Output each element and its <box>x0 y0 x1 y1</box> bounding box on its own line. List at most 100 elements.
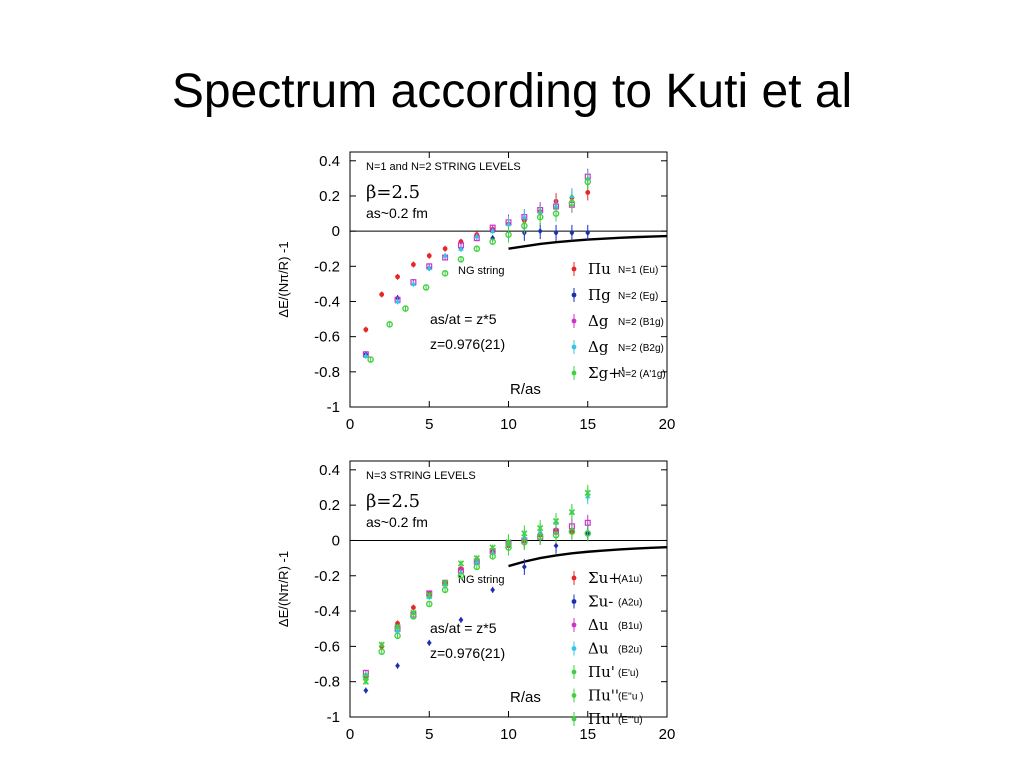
legend-marker <box>571 693 577 698</box>
data-point <box>568 199 576 207</box>
data-point <box>585 190 591 195</box>
y-tick-label: 0.4 <box>319 462 340 479</box>
legend-symbol: Δg <box>588 312 609 330</box>
data-point <box>536 213 544 221</box>
legend-symbol: Σu- <box>588 593 613 611</box>
legend-state: (E''u ) <box>618 692 644 703</box>
legend-state: N=2 (B1g) <box>618 317 664 328</box>
data-point <box>473 245 481 253</box>
legend-state: N=2 (Eg) <box>618 291 658 302</box>
ratio-label: as/at = z*5 <box>430 311 497 327</box>
legend-marker <box>571 344 577 350</box>
chart-title: N=3 STRING LEVELS <box>366 470 476 482</box>
data-point <box>442 246 448 252</box>
legend-symbol: Πg <box>588 286 611 304</box>
y-tick-label: -0.6 <box>314 329 340 346</box>
data-point <box>394 632 401 640</box>
data-point <box>394 298 401 304</box>
data-point <box>426 253 432 259</box>
legend-symbol: Πu <box>588 260 611 278</box>
y-tick-label: -0.2 <box>314 568 340 585</box>
series-5 <box>378 484 591 648</box>
legend-marker <box>571 318 577 324</box>
y-axis-label: ΔE/(Nπ/R) -1 <box>276 551 291 627</box>
data-point <box>552 531 560 539</box>
x-tick-label: 5 <box>425 726 433 743</box>
legend-state: (B1u) <box>618 621 642 632</box>
y-tick-label: -0.4 <box>314 603 340 620</box>
data-point <box>584 519 591 526</box>
legend-marker <box>571 622 577 628</box>
beta-label: β=2.5 <box>366 182 420 203</box>
x-tick-label: 0 <box>346 416 354 433</box>
legend-marker <box>571 370 577 376</box>
x-axis-label: R/as <box>510 689 541 706</box>
data-point <box>442 252 448 258</box>
data-point <box>569 229 575 236</box>
x-tick-label: 15 <box>579 416 596 433</box>
beta-label: β=2.5 <box>366 491 420 512</box>
legend-marker <box>571 266 577 272</box>
data-point <box>489 544 496 551</box>
data-point <box>402 305 409 312</box>
bottom-chart: 0 5 10 15 20 0.4 0.2 0 -0.2 -0.4 -0.6 -0.8 -1 ΔE/(Nπ/… <box>276 460 676 743</box>
legend-symbol: Πu''' <box>588 710 623 728</box>
z-label: z=0.976(21) <box>430 645 505 661</box>
legend-state: N=2 (B2g) <box>618 343 664 354</box>
legend-state: (A1u) <box>618 574 642 585</box>
chart-title: N=1 and N=2 STRING LEVELS <box>366 161 521 173</box>
data-point <box>367 356 374 363</box>
legend-state: (E'''u) <box>618 715 643 726</box>
data-point <box>426 265 433 271</box>
data-point <box>411 605 416 610</box>
x-tick-label: 20 <box>659 726 676 743</box>
data-point <box>552 517 560 525</box>
data-point <box>553 542 559 549</box>
legend-state: (A2u) <box>618 598 642 609</box>
data-point <box>422 284 430 291</box>
data-point <box>410 280 417 286</box>
data-point <box>521 530 528 537</box>
data-point <box>568 509 576 516</box>
x-tick-label: 5 <box>425 416 433 433</box>
data-point <box>362 678 370 685</box>
series-1 <box>363 525 591 694</box>
legend-symbol: Δg <box>588 338 609 356</box>
x-tick-label: 10 <box>500 726 517 743</box>
data-point <box>426 639 432 646</box>
y-tick-label: 0 <box>332 532 340 549</box>
data-point <box>395 662 400 669</box>
z-label: z=0.976(21) <box>430 336 505 352</box>
data-point <box>585 229 591 236</box>
data-point <box>457 255 465 263</box>
data-point <box>474 233 480 239</box>
y-tick-label: -1 <box>327 399 340 416</box>
data-point <box>537 228 543 235</box>
top-chart: 0 5 10 15 20 0.4 0.2 0 -0.2 -0.4 -0.6 -0.8 -1 ΔE/(Nπ/… <box>276 151 676 433</box>
legend-symbol: Πu'' <box>588 687 619 705</box>
ng-string-label: NG string <box>458 574 504 586</box>
y-tick-label: 0.2 <box>319 497 340 514</box>
legend-symbol: Δu <box>588 640 609 658</box>
series-6 <box>362 513 560 685</box>
legend-symbol: Δu <box>588 616 609 634</box>
y-tick-label: -0.8 <box>314 674 340 691</box>
spacing-label: as~0.2 fm <box>366 514 428 530</box>
legend-state: (B2u) <box>618 645 642 656</box>
data-point <box>521 563 527 570</box>
data-point <box>489 238 496 245</box>
data-point <box>552 210 560 217</box>
data-point <box>411 262 416 267</box>
data-point <box>521 222 528 230</box>
legend-symbol: Πu' <box>588 663 615 681</box>
data-point <box>489 228 496 234</box>
y-tick-label: -0.6 <box>314 638 340 655</box>
data-point <box>505 539 512 546</box>
data-point <box>584 530 592 537</box>
x-tick-label: 20 <box>659 416 676 433</box>
data-point <box>537 524 544 532</box>
data-point <box>441 586 449 594</box>
data-point <box>363 353 369 358</box>
x-tick-label: 10 <box>500 416 517 433</box>
data-point <box>458 245 464 251</box>
